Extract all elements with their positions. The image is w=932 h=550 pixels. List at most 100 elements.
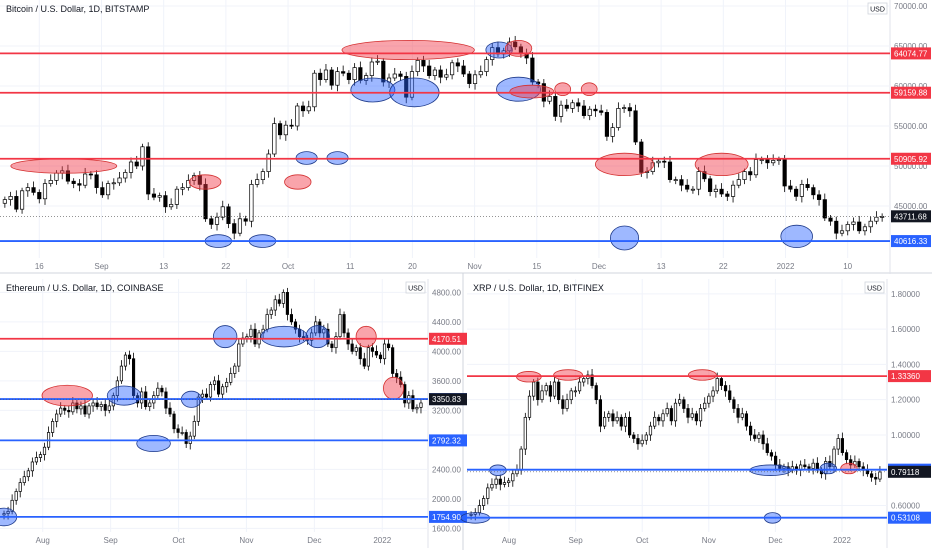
eth-candle: [289, 314, 294, 323]
eth-candle: [115, 380, 119, 396]
xrp-candle: [536, 381, 540, 401]
btc-currency-label: USD: [870, 7, 885, 14]
eth-currency-button[interactable]: [405, 281, 426, 294]
eth-candle: [281, 292, 285, 304]
btc-candle: [117, 177, 122, 184]
eth-currency-label: USD: [408, 286, 423, 293]
xrp-candle: [869, 473, 874, 478]
btc-level-badge: [891, 86, 931, 99]
btc-candle: [260, 171, 265, 180]
eth-candle: [225, 381, 229, 388]
eth-candle: [168, 407, 172, 415]
eth-candle: [119, 365, 123, 382]
btc-candle: [106, 183, 111, 196]
btc-x-tick-label: 13: [159, 262, 168, 271]
btc-x-tick-label: 15: [532, 262, 541, 271]
eth-level-badge: [429, 434, 467, 447]
btc-level-badge: [891, 152, 931, 165]
btc-candle: [553, 96, 558, 117]
eth-last-price-badge: [429, 393, 467, 406]
btc-x-tick-label: Nov: [467, 262, 481, 271]
btc-x-tick-label: 2022: [777, 262, 795, 271]
btc-candle: [318, 72, 323, 80]
btc-candle: [662, 160, 667, 163]
btc-candle: [851, 221, 856, 225]
btc-candle: [272, 123, 277, 155]
xrp-candle: [761, 434, 765, 445]
btc-candle: [782, 159, 787, 187]
xrp-candle: [673, 402, 678, 422]
btc-candle: [329, 69, 334, 86]
xrp-candle: [636, 438, 640, 445]
eth-red-zone-marker: [355, 325, 377, 348]
xrp-red-zone-marker: [687, 369, 717, 381]
btc-level-label: 40616.33: [894, 237, 928, 246]
btc-candle: [558, 104, 564, 117]
xrp-candle: [840, 438, 844, 453]
btc-blue-zone-marker: [780, 224, 813, 248]
xrp-candle: [515, 469, 519, 475]
btc-candle: [8, 196, 13, 200]
btc-candle: [77, 183, 82, 186]
btc-candle: [151, 193, 157, 198]
btc-candle: [323, 69, 329, 80]
btc-blue-zone-marker: [350, 77, 396, 103]
eth-x-tick-label: Dec: [307, 536, 321, 545]
xrp-candle: [769, 452, 774, 457]
eth-chart[interactable]: 4800.004400.004000.003600.003200.002800.…: [0, 279, 467, 548]
xrp-x-tick-label: 2022: [833, 536, 851, 545]
eth-candle: [358, 347, 362, 360]
xrp-x-tick-label: Aug: [502, 536, 516, 545]
xrp-candle: [657, 416, 661, 422]
btc-candle: [404, 76, 409, 98]
eth-candle: [229, 373, 233, 383]
eth-candle: [204, 393, 208, 398]
xrp-x-tick-label: Dec: [768, 536, 782, 545]
btc-candle: [94, 174, 99, 188]
btc-candle: [398, 73, 403, 77]
btc-candle: [708, 178, 713, 192]
eth-candle: [233, 365, 237, 374]
btc-candle: [438, 69, 443, 78]
btc-candle: [713, 188, 718, 192]
xrp-level-badge: [888, 370, 931, 383]
eth-candle: [176, 428, 180, 433]
eth-level-badge: [429, 332, 467, 345]
xrp-chart[interactable]: 1.800001.600001.400001.200001.000000.800…: [460, 279, 931, 548]
xrp-candle: [598, 399, 603, 427]
btc-red-zone-marker: [694, 152, 749, 176]
btc-candle: [232, 223, 237, 234]
btc-candle: [65, 170, 71, 182]
btc-candle: [278, 123, 283, 136]
btc-x-tick-label: 22: [221, 262, 230, 271]
btc-candle: [639, 141, 644, 173]
btc-chart[interactable]: 70000.00 65000.00 60000.00 55000.00 50000.00…: [0, 0, 931, 274]
xrp-candle: [723, 385, 728, 392]
xrp-candle: [481, 498, 486, 506]
btc-candle: [771, 160, 776, 164]
btc-candle: [31, 187, 36, 193]
btc-x-tick-label: 11: [346, 262, 355, 271]
xrp-candle: [832, 448, 836, 468]
xrp-candle: [540, 390, 544, 401]
btc-candle: [874, 216, 879, 222]
btc-red-zone-marker: [284, 174, 312, 190]
xrp-candle: [565, 399, 569, 409]
btc-candle: [794, 188, 799, 197]
eth-candle: [14, 491, 18, 501]
btc-currency-button[interactable]: [867, 2, 888, 15]
xrp-candle: [778, 464, 782, 469]
xrp-currency-button[interactable]: [864, 281, 885, 294]
eth-candle: [34, 457, 38, 463]
eth-candle: [285, 292, 289, 315]
xrp-x-tick-label: Oct: [636, 536, 649, 545]
btc-candle: [237, 218, 243, 234]
eth-blue-zone-marker: [106, 385, 142, 406]
btc-candle: [610, 127, 615, 137]
xrp-y-tick-label: 1.20000: [891, 396, 920, 405]
eth-candle: [391, 347, 395, 374]
btc-candle: [599, 110, 604, 113]
btc-candle: [255, 179, 260, 185]
eth-x-tick-label: Nov: [239, 536, 253, 545]
btc-blue-zone-marker: [496, 76, 542, 102]
